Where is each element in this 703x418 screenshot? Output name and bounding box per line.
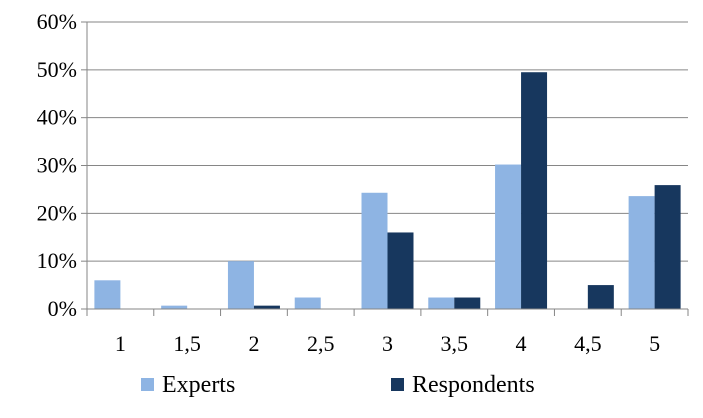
gridlines [87, 21, 688, 262]
x-tick-label: 5 [649, 331, 660, 356]
bar-experts-1,5 [161, 305, 188, 309]
x-tick-label: 3 [382, 331, 393, 356]
legend-swatch-experts [141, 378, 154, 391]
bars [94, 72, 681, 309]
bar-experts-5 [628, 196, 655, 309]
y-tick-label: 40% [37, 105, 77, 130]
legend-label-experts: Experts [162, 372, 235, 398]
bar-respondents-5 [654, 185, 681, 309]
axes [81, 21, 689, 316]
bar-experts-2,5 [294, 297, 321, 309]
x-tick-label: 1 [115, 331, 126, 356]
legend: Experts Respondents [141, 372, 535, 398]
legend-label-respondents: Respondents [412, 372, 535, 398]
bar-respondents-2 [253, 305, 280, 309]
bar-experts-3,5 [428, 297, 455, 309]
y-tick-label: 50% [37, 57, 77, 82]
x-tick-label: 4,5 [574, 331, 602, 356]
bar-experts-3 [361, 192, 388, 309]
x-tick-labels: 1 1,5 2 2,5 3 3,5 4 4,5 5 [115, 331, 660, 356]
x-tick-label: 2,5 [307, 331, 335, 356]
bar-experts-2 [227, 261, 254, 309]
x-tick-label: 3,5 [441, 331, 469, 356]
y-tick-label: 60% [37, 9, 77, 34]
x-tick-label: 1,5 [173, 331, 201, 356]
bar-experts-4 [495, 164, 522, 309]
y-tick-label: 0% [48, 296, 77, 321]
bar-experts-1 [94, 280, 121, 309]
x-tick-label: 2 [248, 331, 259, 356]
y-tick-labels: 0% 10% 20% 30% 40% 50% 60% [37, 9, 77, 321]
x-tick-label: 4 [516, 331, 527, 356]
bar-respondents-4,5 [587, 285, 614, 309]
bar-respondents-3 [387, 232, 414, 309]
bar-respondents-4 [521, 72, 548, 309]
y-tick-label: 30% [37, 153, 77, 178]
bar-respondents-3,5 [454, 297, 481, 309]
y-tick-label: 10% [37, 248, 77, 273]
legend-swatch-respondents [391, 378, 404, 391]
y-tick-label: 20% [37, 200, 77, 225]
